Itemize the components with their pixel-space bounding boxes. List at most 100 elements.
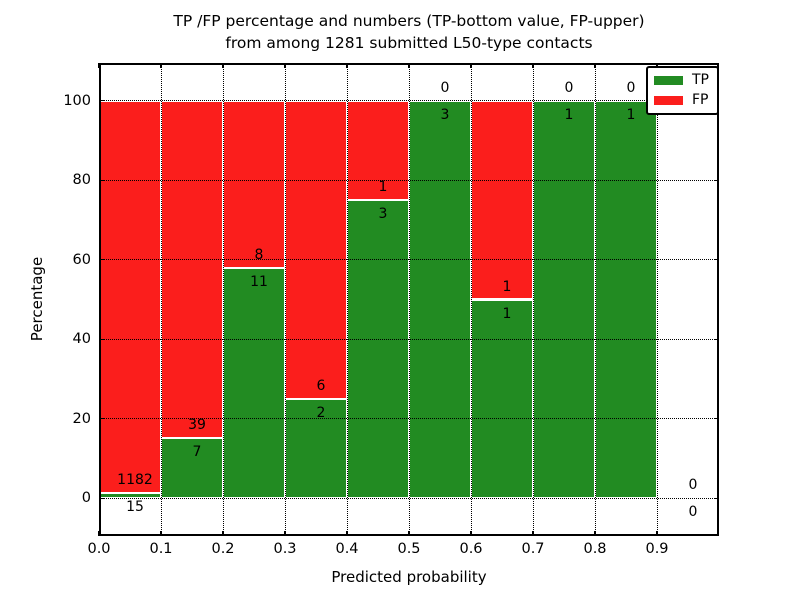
x-gridline (656, 63, 658, 536)
x-tick-bottom (470, 531, 472, 536)
y-tick-label: 100 (63, 92, 91, 109)
y-tick-left (99, 179, 104, 181)
tp-count-label: 1 (626, 106, 636, 123)
tp-count-label: 1 (502, 305, 512, 322)
tp-count-label: 15 (126, 499, 144, 516)
y-tick-right (714, 338, 719, 340)
x-tick-bottom (656, 531, 658, 536)
y-tick-left (99, 418, 104, 420)
x-gridline (532, 63, 534, 536)
y-tick-label: 0 (81, 490, 91, 507)
legend-item-tp: TP (654, 73, 709, 88)
x-axis-label: Predicted probability (331, 568, 487, 586)
x-gridline (222, 63, 224, 536)
x-tick-bottom (408, 531, 410, 536)
fp-count-label: 8 (254, 247, 264, 264)
legend-item-fp: FP (654, 93, 709, 108)
x-tick-label: 0.3 (273, 541, 297, 557)
tp-count-label: 0 (688, 504, 698, 521)
fp-count-label: 0 (564, 79, 574, 96)
chart-title-line1: TP /FP percentage and numbers (TP-bottom… (173, 12, 645, 30)
x-tick-bottom (594, 531, 596, 536)
bar-tp-segment (347, 200, 409, 499)
fp-count-label: 1182 (117, 472, 153, 489)
y-tick-left (99, 100, 104, 102)
x-tick-label: 0.0 (87, 541, 111, 557)
y-tick-left (99, 259, 104, 261)
chart-title: TP /FP percentage and numbers (TP-bottom… (99, 11, 719, 54)
x-tick-bottom (98, 531, 100, 536)
x-tick-bottom (284, 531, 286, 536)
x-tick-label: 0.8 (583, 541, 607, 557)
bar-tp-segment (285, 398, 347, 499)
tp-count-label: 3 (440, 106, 450, 123)
fp-count-label: 1 (502, 278, 512, 295)
bar-fp-segment (285, 100, 347, 399)
x-tick-top (346, 63, 348, 68)
legend: TP FP (646, 66, 719, 115)
x-tick-bottom (532, 531, 534, 536)
bar-tp-segment (223, 268, 285, 499)
tp-count-label: 7 (192, 443, 202, 460)
bar-tp-segment (471, 299, 533, 499)
y-tick-label: 20 (72, 410, 91, 427)
x-tick-label: 0.4 (335, 541, 359, 557)
x-gridline (160, 63, 162, 536)
x-gridline (470, 63, 472, 536)
legend-label-tp: TP (692, 72, 709, 88)
x-tick-top (656, 63, 658, 68)
y-tick-left (99, 338, 104, 340)
fp-count-label: 39 (188, 416, 206, 433)
bar-tp-segment (533, 100, 595, 499)
y-tick-label: 40 (72, 331, 91, 348)
x-tick-bottom (222, 531, 224, 536)
y-tick-label: 60 (72, 251, 91, 268)
tp-count-label: 2 (316, 404, 326, 421)
bar-tp-segment (161, 437, 223, 499)
fp-count-label: 0 (440, 79, 450, 96)
x-tick-label: 0.2 (211, 541, 235, 557)
tp-count-label: 11 (250, 274, 268, 291)
x-tick-top (408, 63, 410, 68)
y-tick-right (714, 259, 719, 261)
x-gridline (346, 63, 348, 536)
tp-count-label: 3 (378, 206, 388, 223)
fp-count-label: 0 (626, 79, 636, 96)
chart-title-line2: from among 1281 submitted L50-type conta… (225, 33, 593, 52)
y-tick-right (714, 497, 719, 499)
legend-swatch-fp (654, 96, 683, 105)
legend-swatch-tp (654, 76, 683, 85)
y-tick-label: 80 (72, 172, 91, 189)
x-tick-top (594, 63, 596, 68)
x-tick-top (160, 63, 162, 68)
fp-count-label: 1 (378, 179, 388, 196)
x-gridline (408, 63, 410, 536)
y-tick-right (714, 179, 719, 181)
x-tick-label: 0.7 (521, 541, 545, 557)
bar-fp-segment (347, 100, 409, 201)
x-gridline (594, 63, 596, 536)
fp-count-label: 0 (688, 477, 698, 494)
x-tick-top (470, 63, 472, 68)
y-tick-left (99, 497, 104, 499)
x-tick-top (532, 63, 534, 68)
x-tick-label: 0.5 (397, 541, 421, 557)
x-tick-label: 0.9 (645, 541, 669, 557)
x-tick-top (222, 63, 224, 68)
plot-area: 1182 15 39 7 8 11 6 2 1 3 0 3 1 1 0 1 0 1 0 0 (98, 63, 719, 536)
x-tick-label: 0.1 (149, 541, 173, 557)
bar-tp-segment (409, 100, 471, 499)
fp-count-label: 6 (316, 377, 326, 394)
bar-fp-segment (161, 100, 223, 438)
bar-tp-segment (595, 100, 657, 499)
tp-count-label: 1 (564, 106, 574, 123)
x-tick-label: 0.6 (459, 541, 483, 557)
x-tick-top (284, 63, 286, 68)
x-tick-bottom (160, 531, 162, 536)
bar-fp-segment (99, 100, 161, 494)
x-gridline (284, 63, 286, 536)
x-tick-top (98, 63, 100, 68)
legend-label-fp: FP (692, 92, 709, 108)
bar-fp-segment (471, 100, 533, 300)
